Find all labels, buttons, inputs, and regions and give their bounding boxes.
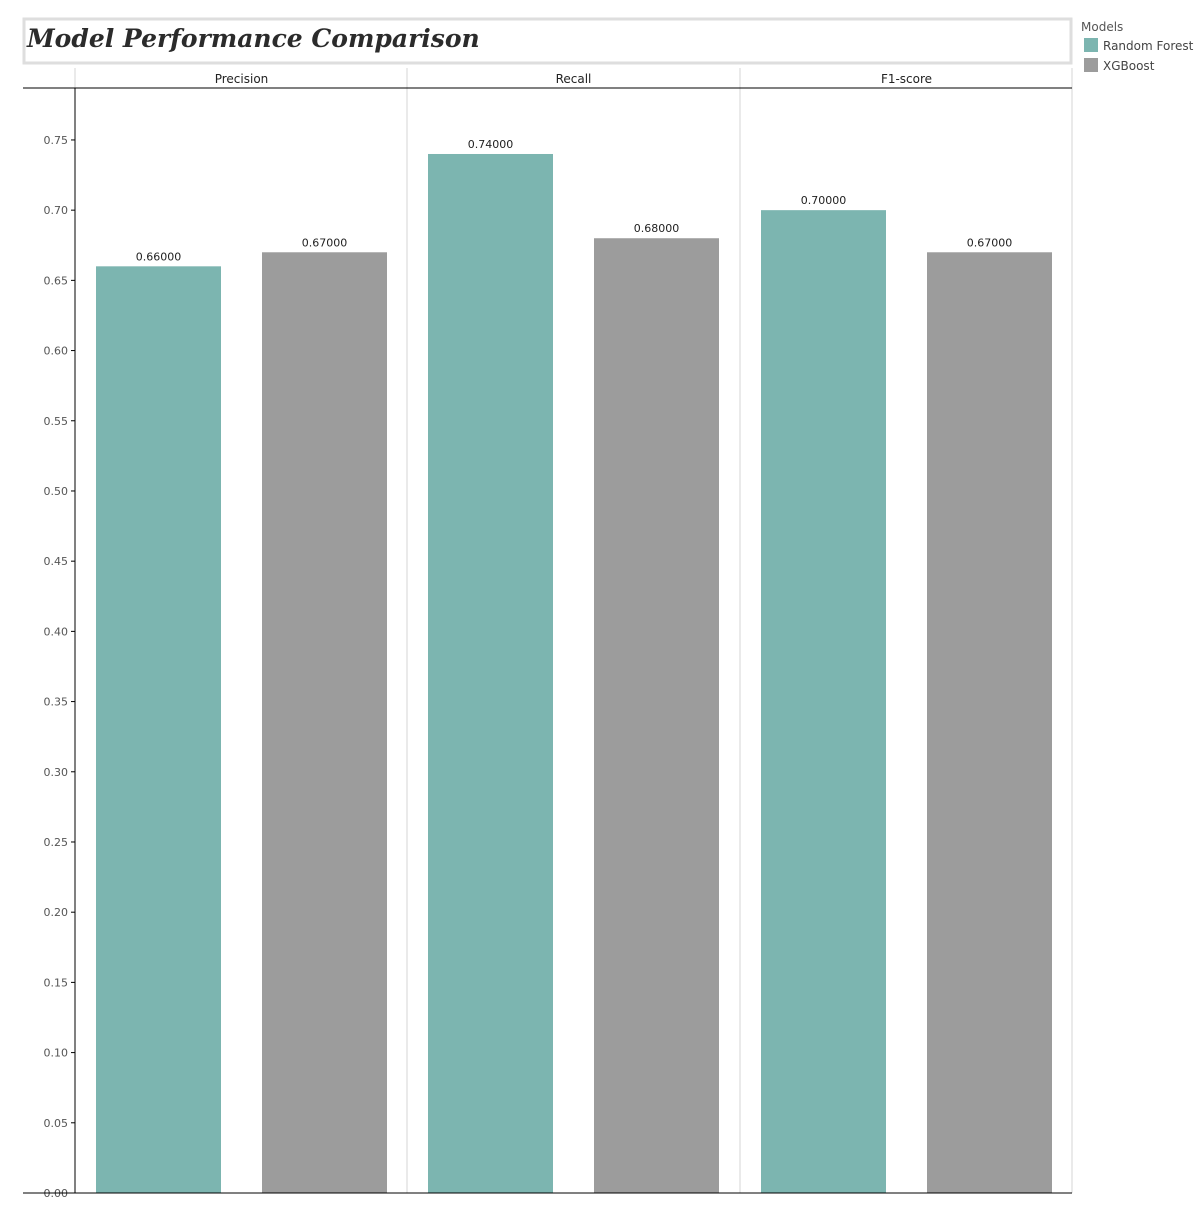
legend-swatch-xgboost bbox=[1084, 58, 1098, 72]
data-label: 0.70000 bbox=[801, 194, 847, 207]
facet-label-f1-score: F1-score bbox=[881, 72, 932, 86]
chart-title: Model Performance Comparison bbox=[26, 24, 480, 53]
bar-random-forest-f1-score bbox=[761, 210, 886, 1193]
y-tick-label: 0.75 bbox=[44, 134, 69, 147]
legend-label-random-forest: Random Forest bbox=[1103, 39, 1194, 53]
data-label: 0.67000 bbox=[967, 236, 1013, 249]
bar-xgboost-f1-score bbox=[927, 252, 1052, 1193]
panel-dividers bbox=[74, 68, 1073, 1193]
legend-label-xgboost: XGBoost bbox=[1103, 59, 1155, 73]
y-tick-label: 0.40 bbox=[44, 625, 69, 638]
data-labels: 0.66000 0.74000 0.70000 0.67000 0.68000 0.670… bbox=[136, 138, 1013, 263]
y-tick-label: 0.45 bbox=[44, 555, 69, 568]
data-label: 0.68000 bbox=[634, 222, 680, 235]
bar-random-forest-precision bbox=[96, 266, 221, 1193]
data-label: 0.67000 bbox=[302, 236, 348, 249]
y-tick-label: 0.15 bbox=[44, 976, 69, 989]
data-label: 0.66000 bbox=[136, 250, 182, 263]
y-axis: 0.000.050.100.150.200.250.300.350.400.45… bbox=[44, 134, 75, 1200]
data-label: 0.74000 bbox=[468, 138, 514, 151]
y-tick-label: 0.30 bbox=[44, 766, 69, 779]
y-tick-label: 0.70 bbox=[44, 204, 69, 217]
bar-xgboost-precision bbox=[262, 252, 387, 1193]
bar-random-forest-recall bbox=[428, 153, 553, 1194]
legend-swatch-random-forest bbox=[1084, 38, 1098, 52]
legend-title: Models bbox=[1081, 20, 1123, 34]
y-tick-label: 0.60 bbox=[44, 345, 69, 358]
y-tick-label: 0.05 bbox=[44, 1117, 69, 1130]
y-tick-label: 0.55 bbox=[44, 415, 69, 428]
facet-headers: Precision Recall F1-score bbox=[215, 72, 932, 86]
y-tick-label: 0.20 bbox=[44, 906, 69, 919]
bars bbox=[96, 153, 1052, 1194]
y-tick-label: 0.65 bbox=[44, 274, 69, 287]
title-box bbox=[22, 17, 1073, 65]
legend: Models Random Forest XGBoost bbox=[1081, 20, 1194, 73]
bar-xgboost-recall bbox=[594, 238, 719, 1193]
facet-label-precision: Precision bbox=[215, 72, 269, 86]
facet-label-recall: Recall bbox=[556, 72, 592, 86]
y-tick-label: 0.50 bbox=[44, 485, 69, 498]
y-tick-label: 0.25 bbox=[44, 836, 69, 849]
y-tick-label: 0.10 bbox=[44, 1047, 69, 1060]
y-tick-label: 0.35 bbox=[44, 696, 69, 709]
